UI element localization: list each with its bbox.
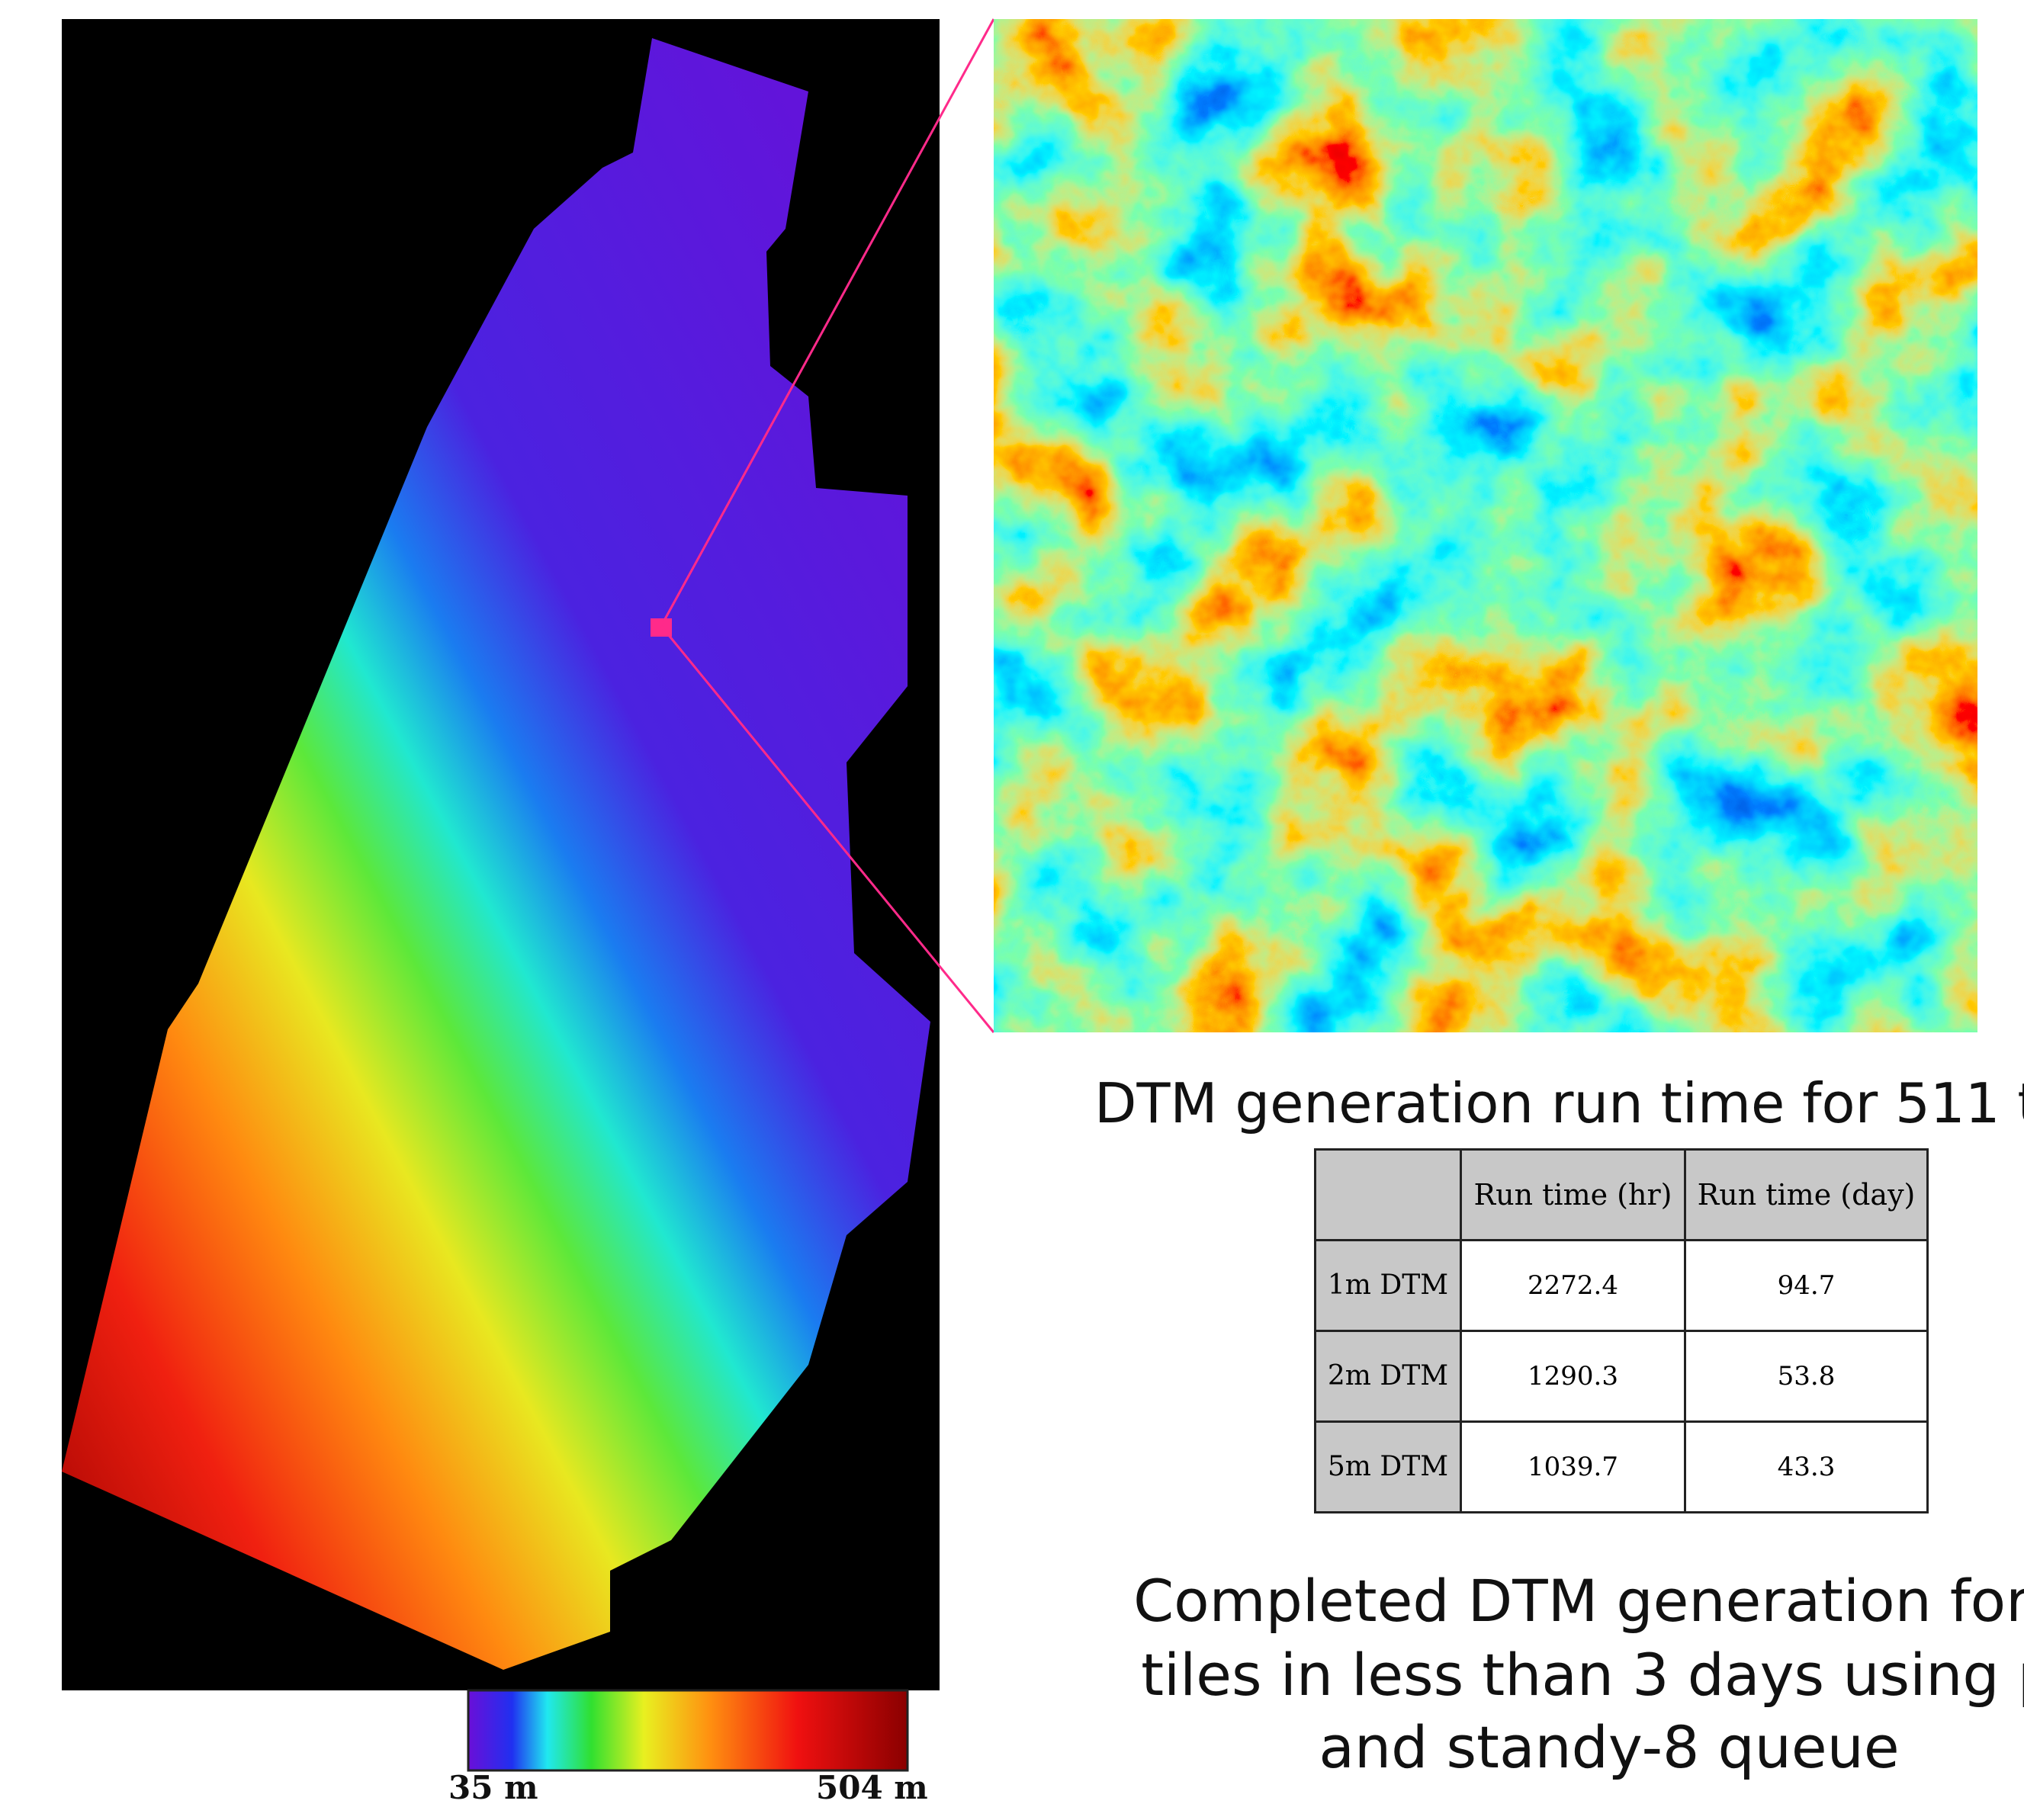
row-header: 5m DTM	[1314, 1420, 1462, 1513]
table-cell: 1290.3	[1460, 1330, 1686, 1423]
corner-cell	[1314, 1148, 1462, 1241]
table-row: 1m DTM 2272.4 94.7	[1314, 1239, 1929, 1332]
table-cell: 1039.7	[1460, 1420, 1686, 1513]
column-header: Run time (hr)	[1460, 1148, 1686, 1241]
runtime-table: Run time (hr) Run time (day) 1m DTM 2272.…	[1314, 1148, 1929, 1513]
zoom-line	[660, 18, 995, 627]
table-cell: 53.8	[1684, 1330, 1929, 1423]
heading: DTM generation run time for 511 ti	[1094, 1071, 2024, 1135]
header-row: Run time (hr) Run time (day)	[1314, 1148, 1929, 1241]
colorbar	[467, 1689, 909, 1772]
table-row: 5m DTM 1039.7 43.3	[1314, 1420, 1929, 1513]
elevation-map	[62, 38, 930, 1670]
table-cell: 94.7	[1684, 1239, 1929, 1332]
conclusion-line: Completed DTM generation for 5	[1133, 1567, 2024, 1635]
conclusion-line: and standy-8 queue	[1319, 1713, 1900, 1781]
table-cell: 2272.4	[1460, 1239, 1686, 1332]
conclusion-line: tiles in less than 3 days using pt	[1141, 1641, 2024, 1709]
column-header: Run time (day)	[1684, 1148, 1929, 1241]
colorbar-min: 35 m	[448, 1769, 538, 1806]
row-header: 1m DTM	[1314, 1239, 1462, 1332]
zoomed-dtm	[994, 19, 1977, 1032]
table-cell: 43.3	[1684, 1420, 1929, 1513]
colorbar-max: 504 m	[816, 1769, 928, 1806]
row-header: 2m DTM	[1314, 1330, 1462, 1423]
table-row: 2m DTM 1290.3 53.8	[1314, 1330, 1929, 1423]
zoom-line	[660, 625, 995, 1033]
